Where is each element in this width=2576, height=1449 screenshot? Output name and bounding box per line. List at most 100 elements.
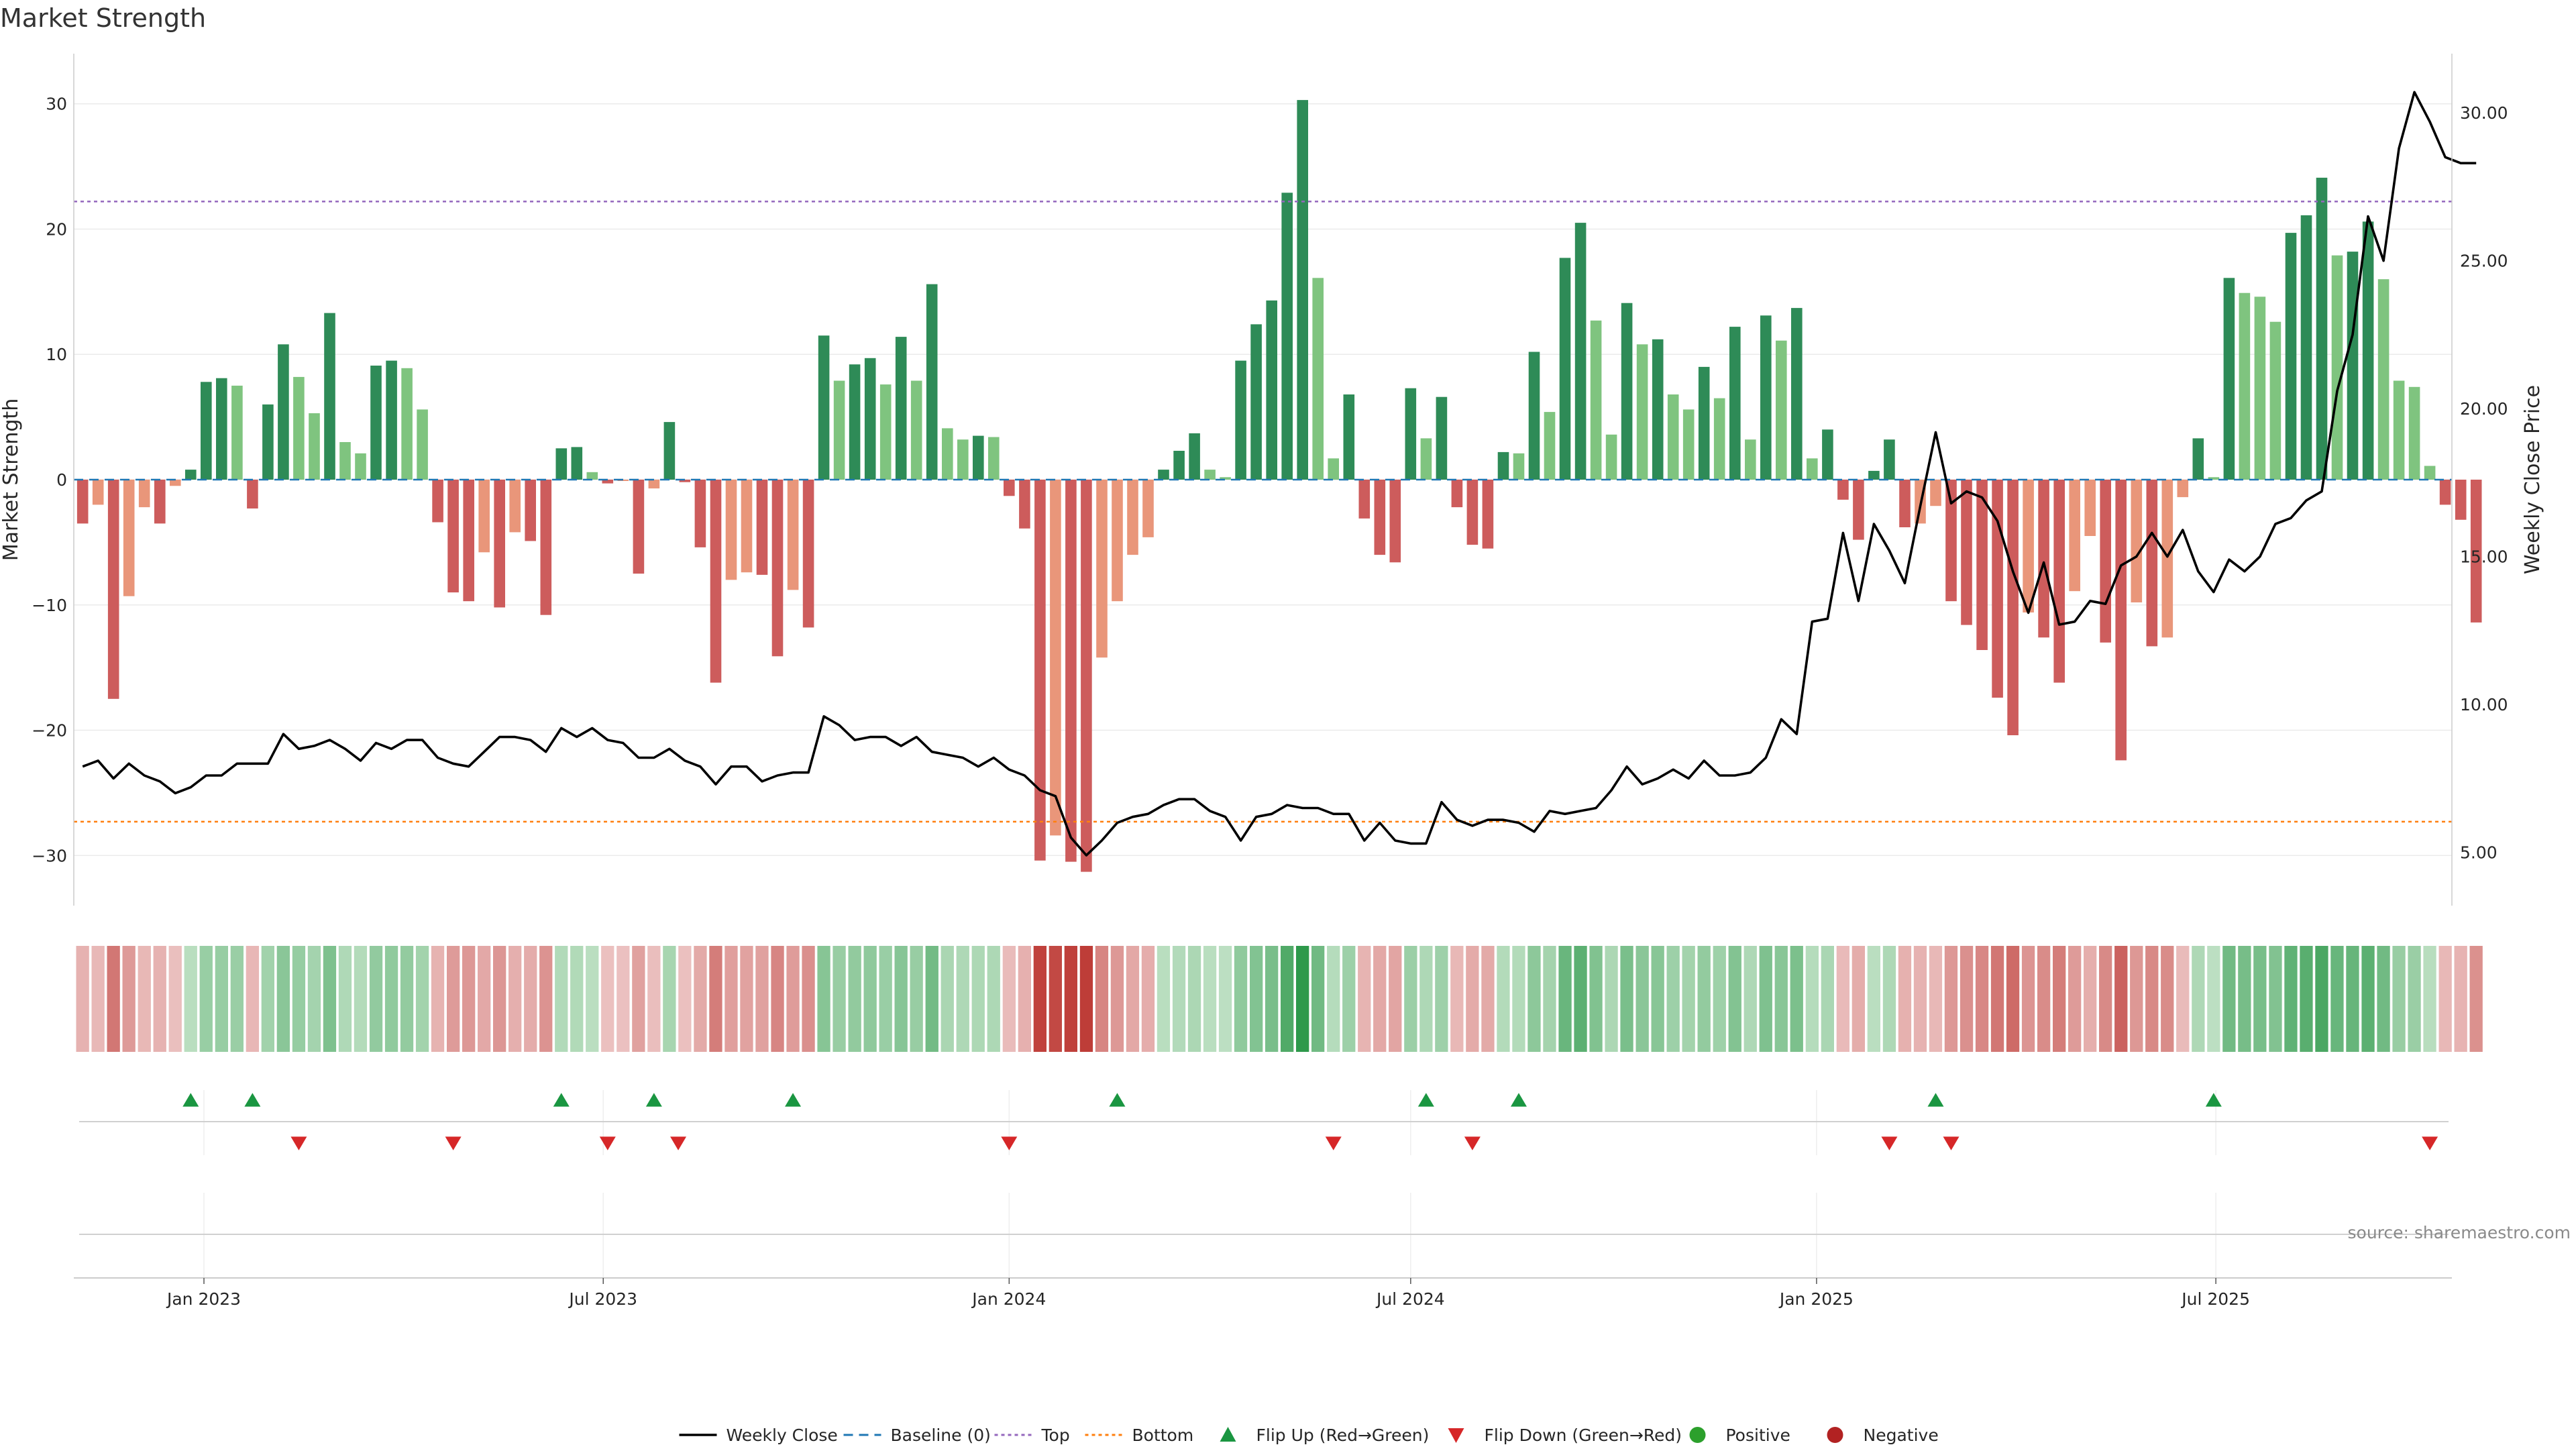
heatmap-cell: [2454, 946, 2467, 1052]
strength-bar: [1173, 451, 1185, 480]
legend-label: Positive: [1726, 1426, 1790, 1445]
strength-bar: [432, 480, 443, 523]
strength-bar: [818, 335, 830, 480]
strength-bar: [586, 472, 598, 480]
heatmap-cell: [586, 946, 599, 1052]
heatmap-cell: [107, 946, 120, 1052]
heatmap-cell: [2130, 946, 2143, 1052]
strength-bar: [1220, 477, 1231, 480]
heatmap-cell: [2145, 946, 2159, 1052]
strength-bar: [1466, 480, 1479, 545]
strength-bar: [2408, 386, 2420, 480]
strength-bar: [957, 439, 969, 480]
strength-bar: [1142, 480, 1154, 537]
y2-tick-label: 25.00: [2460, 252, 2508, 271]
strength-bar: [2084, 480, 2096, 536]
strength-bar: [1930, 480, 1941, 506]
heatmap-cell: [1774, 946, 1788, 1052]
heatmap-cell: [1728, 946, 1741, 1052]
strength-bar: [2377, 279, 2390, 480]
strength-bar: [2455, 480, 2467, 520]
heatmap-cell: [2361, 946, 2375, 1052]
heatmap-cell: [1929, 946, 1943, 1052]
heatmap-cell: [802, 946, 815, 1052]
chart-title: Market Strength: [0, 3, 206, 33]
heatmap-cell: [894, 946, 908, 1052]
heatmap-cell: [1358, 946, 1371, 1052]
heatmap-cell: [1589, 946, 1603, 1052]
heatmap-cell: [1435, 946, 1448, 1052]
heatmap-cell: [1821, 946, 1834, 1052]
strength-bar: [1389, 480, 1401, 563]
y2-tick-label: 15.00: [2460, 547, 2508, 567]
strength-bar: [1961, 480, 1972, 625]
strength-bar: [478, 480, 490, 553]
heatmap-cell: [663, 946, 676, 1052]
heatmap-cell: [555, 946, 568, 1052]
heatmap-cell: [2408, 946, 2421, 1052]
strength-bar: [76, 480, 89, 524]
strength-bar: [571, 447, 583, 480]
strength-bar: [370, 366, 382, 480]
heatmap-cell: [632, 946, 645, 1052]
heatmap-cell: [524, 946, 537, 1052]
strength-bar: [2131, 480, 2143, 602]
strength-bar: [1713, 398, 1725, 480]
heatmap-cell: [1002, 946, 1016, 1052]
flip-up-marker: [2205, 1093, 2222, 1107]
heatmap-cell: [1543, 946, 1556, 1052]
strength-bar: [401, 368, 413, 480]
strength-bar: [2023, 480, 2034, 612]
strength-bar: [942, 428, 953, 480]
strength-bar: [1405, 388, 1417, 480]
strength-bar: [555, 448, 568, 480]
heatmap-cell: [925, 946, 938, 1052]
strength-bar: [2146, 480, 2158, 647]
strength-bar: [973, 435, 984, 480]
flip-up-marker: [1109, 1093, 1126, 1107]
strength-bar: [2161, 480, 2174, 638]
strength-bar: [1884, 439, 1895, 480]
strength-bar: [1081, 480, 1092, 872]
heatmap-cell: [1682, 946, 1695, 1052]
strength-bar: [895, 337, 907, 480]
y2-tick-label: 30.00: [2460, 103, 2508, 123]
heatmap-cell: [910, 946, 923, 1052]
strength-heatmap-strip: [76, 946, 2483, 1052]
heatmap-cell: [1018, 946, 1031, 1052]
heatmap-cell: [2330, 946, 2344, 1052]
heatmap-cell: [1990, 946, 2004, 1052]
strength-bar: [1034, 480, 1046, 861]
heatmap-cell: [1064, 946, 1077, 1052]
heatmap-cell: [1620, 946, 1633, 1052]
strength-bar: [2053, 480, 2065, 683]
strength-bar: [107, 480, 119, 699]
strength-bar: [694, 480, 706, 547]
strength-bar: [1250, 324, 1262, 480]
heatmap-cell: [1234, 946, 1248, 1052]
heatmap-cell: [2099, 946, 2112, 1052]
flip-down-marker: [445, 1136, 462, 1150]
heatmap-cell: [91, 946, 105, 1052]
weekly-close-line: [82, 91, 2477, 857]
y2-tick-label: 20.00: [2460, 399, 2508, 419]
legend-label: Weekly Close: [727, 1426, 838, 1445]
heatmap-cell: [2006, 946, 2020, 1052]
flip-up-marker: [1510, 1093, 1527, 1107]
heatmap-cell: [323, 946, 337, 1052]
strength-bar: [663, 422, 676, 480]
strength-bar: [1127, 480, 1138, 555]
strength-bar: [2007, 480, 2019, 735]
y-tick-label: −20: [32, 721, 67, 741]
strength-bar: [2192, 438, 2204, 480]
heatmap-cell: [2469, 946, 2483, 1052]
strength-bar: [1667, 394, 1679, 480]
strength-bar: [2362, 221, 2374, 480]
strength-bar: [1791, 308, 1803, 480]
strength-bar: [231, 385, 243, 480]
strength-bar: [1266, 300, 1277, 480]
x-tick-label: Jan 2024: [971, 1289, 1046, 1309]
weekly-close-path: [82, 91, 2477, 857]
strength-bar: [1312, 278, 1324, 480]
strength-bar: [648, 480, 660, 489]
